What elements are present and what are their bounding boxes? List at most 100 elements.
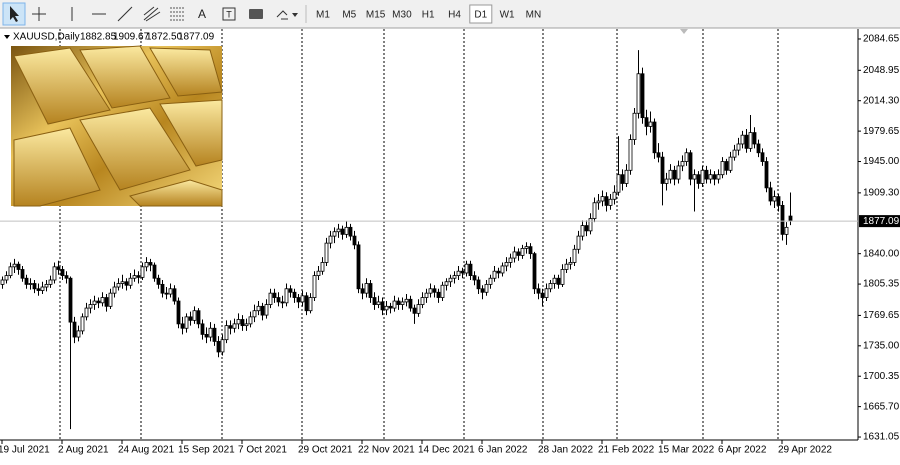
candle-body [52, 266, 57, 281]
header-arrow[interactable] [4, 35, 10, 39]
y-tick-label: 1909.30 [863, 187, 900, 198]
candle-body [276, 297, 281, 303]
crosshair-icon[interactable] [32, 7, 46, 21]
trendline-tool[interactable] [117, 6, 133, 22]
candle-body [548, 283, 553, 290]
candle-body [20, 269, 25, 279]
candle-body [788, 215, 793, 222]
candle-body [320, 262, 325, 272]
candle-body [664, 178, 669, 184]
timeframe-button[interactable]: M30 [392, 10, 412, 21]
channel-tool[interactable] [143, 6, 161, 22]
timeframe-button[interactable]: M15 [366, 10, 386, 21]
candle-body [356, 244, 361, 290]
fibo-tool[interactable] [170, 7, 184, 21]
candle-body [32, 283, 37, 290]
candle-body [60, 269, 65, 277]
gold-bar [13, 127, 101, 207]
gold-bar [79, 45, 171, 109]
candle-body [744, 134, 749, 149]
label-tool[interactable] [222, 7, 236, 21]
x-tick-label: 28 Jan 2022 [538, 445, 593, 456]
timeframe-button[interactable]: H4 [448, 10, 461, 21]
candle-body [28, 283, 33, 285]
candle-body [672, 169, 677, 180]
candle-body [736, 143, 741, 151]
candle-body [140, 266, 145, 278]
candle-body [100, 297, 105, 304]
candle-body [680, 161, 685, 167]
price-tag [859, 215, 900, 228]
candle-body [448, 277, 453, 283]
candle-body [204, 334, 209, 338]
candle-body [8, 266, 13, 277]
timeframe-button[interactable]: M5 [342, 10, 356, 21]
candle-body [776, 196, 781, 206]
candle-body [84, 307, 89, 318]
candle-body [376, 301, 381, 305]
x-tick-label: 24 Aug 2021 [118, 445, 175, 456]
candle-body [68, 277, 73, 323]
cursor-icon [10, 6, 19, 22]
dropdown[interactable] [292, 13, 298, 17]
y-tick-label: 2084.65 [863, 34, 900, 45]
candle-body [280, 301, 285, 304]
candle-body [224, 325, 229, 341]
gold-bar [13, 47, 111, 125]
chart-shift-marker[interactable] [680, 29, 688, 34]
timeframe-button[interactable]: W1 [500, 10, 515, 21]
candle-body [660, 156, 665, 184]
shape-tool[interactable] [249, 9, 263, 19]
timeframe-button[interactable]: M1 [316, 10, 330, 21]
candle-body [600, 196, 605, 202]
timeframe-active [469, 4, 493, 24]
candle-body [740, 134, 745, 145]
candle-body [588, 218, 593, 232]
candle-body [368, 283, 373, 298]
gold-bar [79, 107, 191, 191]
candle-body [676, 165, 681, 180]
candle-body [472, 275, 477, 281]
timeframe-button[interactable]: MN [526, 10, 542, 21]
candle-body [764, 161, 769, 189]
candle-body [428, 288, 433, 294]
candle-body [752, 132, 757, 145]
candle-body [4, 275, 9, 281]
timeframe-button[interactable]: D1 [474, 10, 487, 21]
candle-body [400, 301, 405, 305]
candle-body [556, 277, 561, 285]
candle-body [328, 235, 333, 244]
candle-body [360, 288, 365, 294]
candle-body [144, 262, 149, 268]
y-tick-label: 1945.00 [863, 156, 900, 167]
candle-body [504, 262, 509, 267]
candle-body [708, 174, 713, 180]
candle-body [264, 304, 269, 316]
text-tool[interactable]: A [198, 7, 206, 21]
candle-body [184, 316, 189, 329]
candle-body [284, 288, 289, 304]
candle-body [616, 174, 621, 193]
candle-body [348, 226, 353, 237]
candle-body [308, 297, 313, 312]
candle-body [512, 251, 517, 259]
candle-body [64, 275, 69, 279]
candle-body [392, 300, 397, 309]
candle-body [304, 295, 309, 312]
candle-body [372, 297, 377, 305]
x-tick-label: 14 Dec 2021 [418, 445, 475, 456]
x-tick-label: 6 Apr 2022 [718, 445, 767, 456]
candle-body [152, 264, 157, 279]
price-tag-label: 1877.09 [863, 216, 900, 227]
candle-body [476, 279, 481, 290]
candle-body [12, 263, 17, 268]
gold-bar [129, 179, 223, 207]
candle-body [608, 198, 613, 206]
timeframe-button[interactable]: H1 [422, 10, 435, 21]
candle-body [516, 251, 521, 256]
candle-body [104, 297, 109, 307]
symbol-label: XAUUSD,Daily [13, 32, 80, 43]
arrows-tool[interactable] [276, 10, 288, 20]
candle-body [484, 283, 489, 293]
